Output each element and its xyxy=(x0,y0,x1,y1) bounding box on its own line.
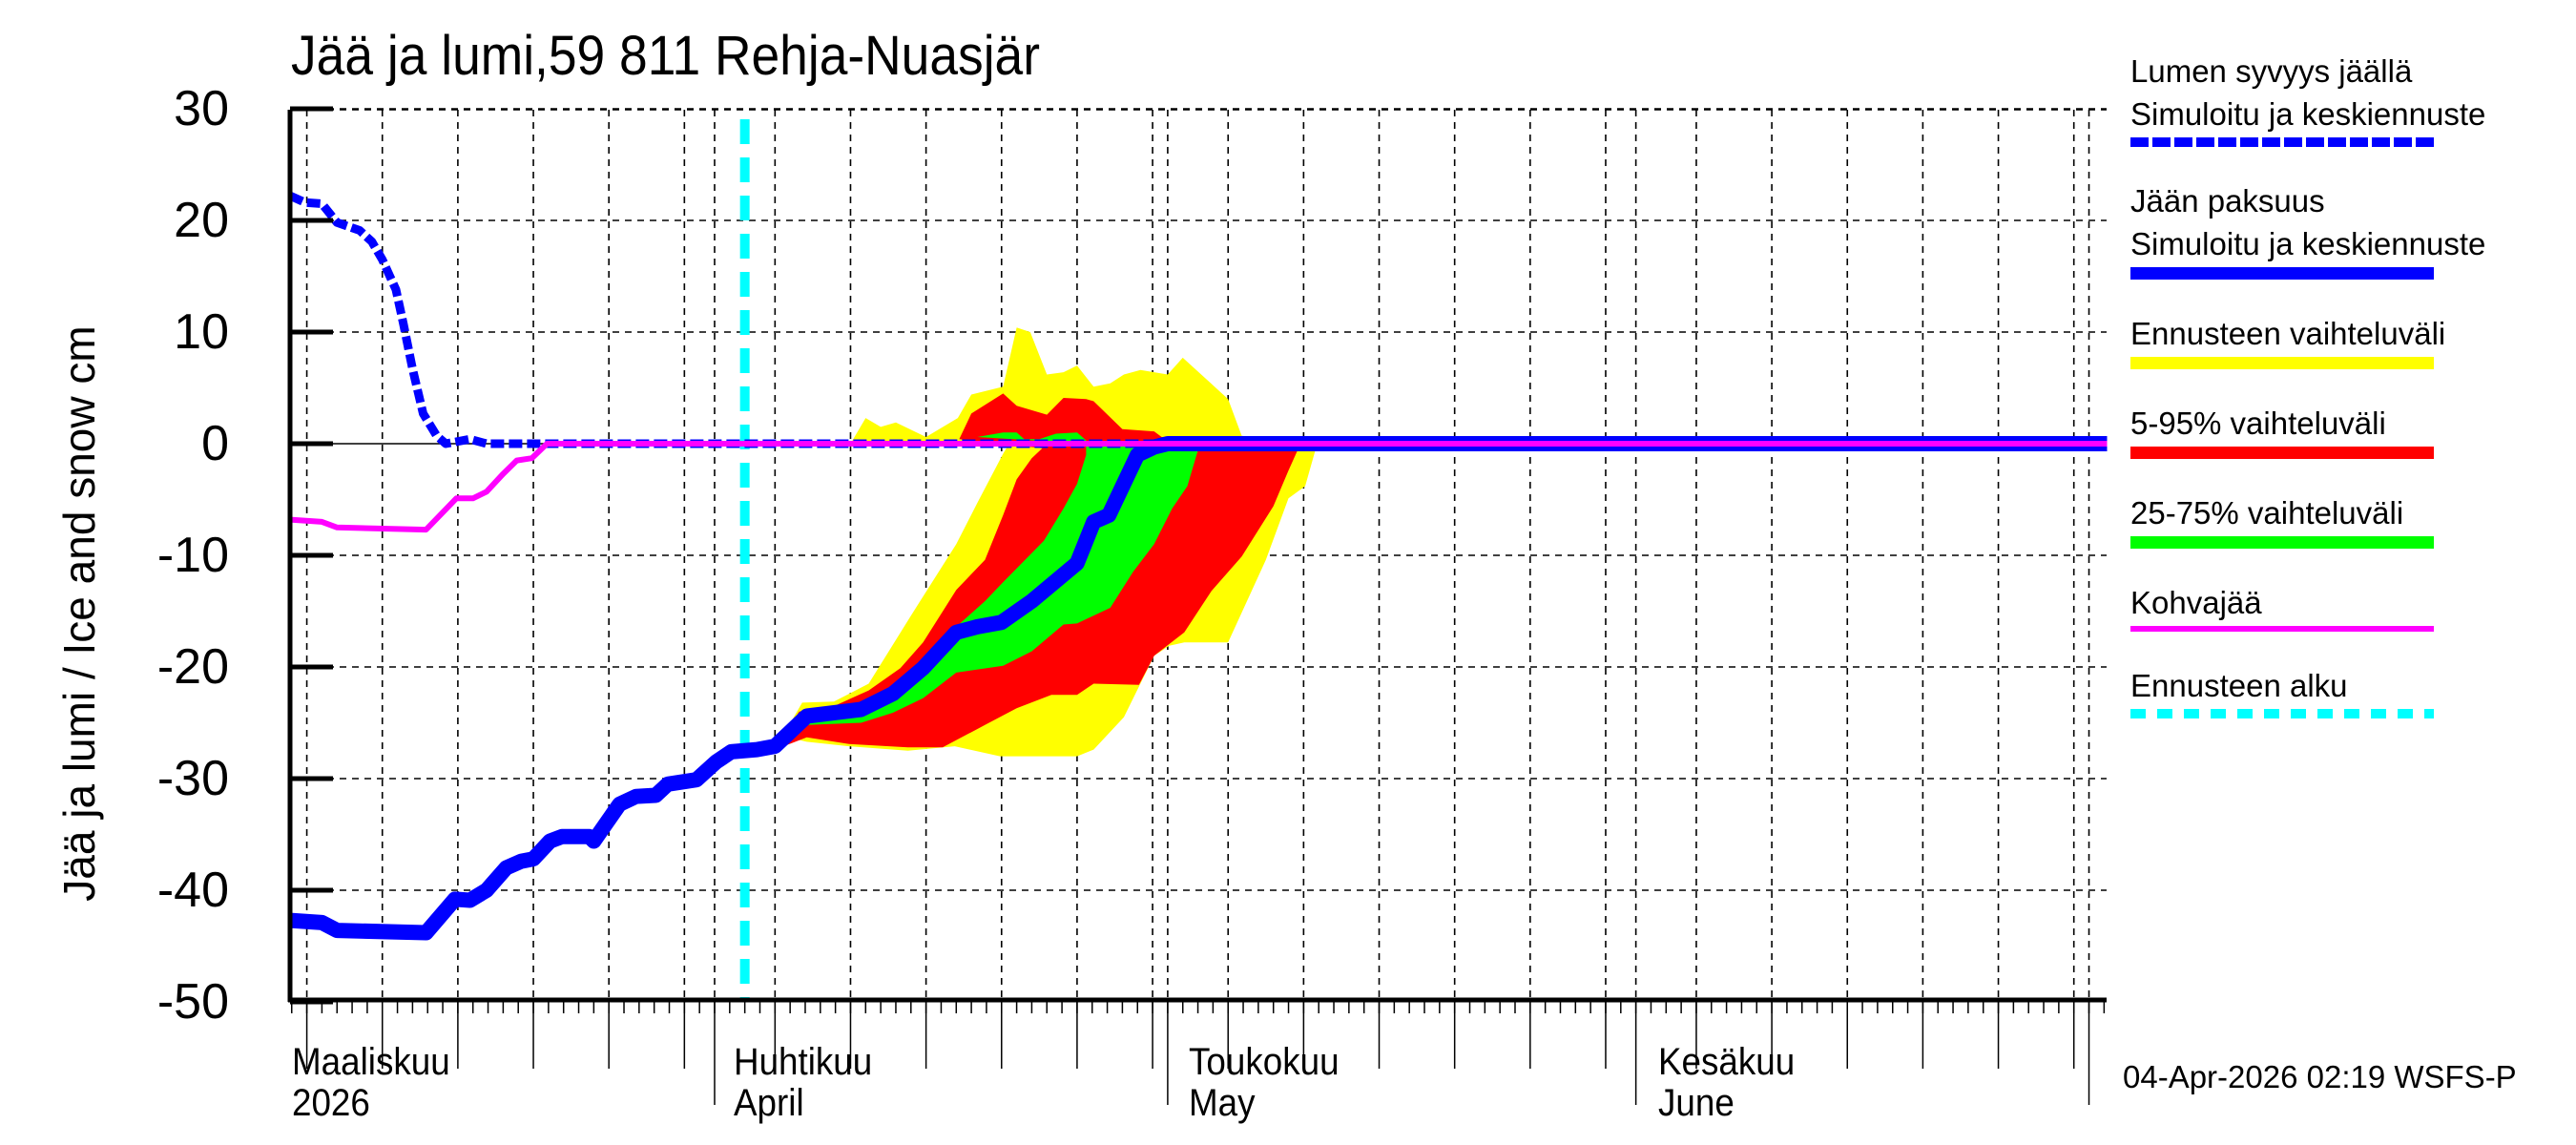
legend-item-ice-thickness: Jään paksuus Simuloitu ja keskiennuste xyxy=(2130,179,2569,280)
y-tick-label: -20 xyxy=(156,639,229,695)
y-tick-label: -40 xyxy=(156,863,229,918)
y-tick-label: 20 xyxy=(174,193,229,248)
month-name-en: May xyxy=(1189,1082,1256,1125)
y-tick-label: 30 xyxy=(174,81,229,136)
legend-item-25-75: 25-75% vaihteluväli xyxy=(2130,491,2569,549)
x-month-label-march: Maaliskuu 2026 xyxy=(292,1041,450,1125)
snow-depth-line xyxy=(288,192,2108,448)
legend-item-forecast-start: Ennusteen alku xyxy=(2130,664,2569,718)
y-axis-label: Jää ja lumi / Ice and snow cm xyxy=(54,325,104,902)
x-month-label-june: Kesäkuu June xyxy=(1658,1041,1796,1125)
legend-label: Jään paksuus xyxy=(2130,183,2325,219)
month-name-fi: Huhtikuu xyxy=(734,1041,873,1083)
legend-item-snow-depth: Lumen syvyys jäällä Simuloitu ja keskien… xyxy=(2130,50,2569,147)
dashed-cyan-line-icon xyxy=(2130,709,2434,718)
y-tick-label: -30 xyxy=(156,751,229,806)
y-tick-label: -50 xyxy=(156,974,229,1030)
solid-blue-line-icon xyxy=(2130,267,2434,280)
timestamp: 04-Apr-2026 02:19 WSFS-P xyxy=(2123,1059,2517,1094)
y-tick-label: 0 xyxy=(201,416,229,471)
yellow-band-icon xyxy=(2130,357,2434,369)
legend-label: Ennusteen vaihteluväli xyxy=(2130,316,2446,351)
legend-item-slush-ice: Kohvajää xyxy=(2130,581,2569,632)
legend-sublabel: Simuloitu ja keskiennuste xyxy=(2130,96,2486,132)
legend-sublabel: Simuloitu ja keskiennuste xyxy=(2130,226,2486,261)
green-band-icon xyxy=(2130,536,2434,549)
forecast-band xyxy=(806,432,1198,725)
legend-item-forecast-range: Ennusteen vaihteluväli xyxy=(2130,312,2569,369)
month-name-en: June xyxy=(1658,1082,1735,1125)
dashed-blue-line-icon xyxy=(2130,137,2434,147)
x-month-label-april: Huhtikuu April xyxy=(734,1041,873,1125)
chart-title: Jää ja lumi,59 811 Rehja-Nuasjär xyxy=(291,25,1041,87)
month-name-en: April xyxy=(734,1082,804,1125)
y-tick-label: 10 xyxy=(174,304,229,360)
magenta-line-icon xyxy=(2130,626,2434,632)
month-name-fi: Maaliskuu xyxy=(292,1041,450,1083)
slush-ice-line xyxy=(289,441,2108,533)
ice-thickness-line xyxy=(289,436,2108,941)
axes xyxy=(287,106,2107,1105)
legend-label: 25-75% vaihteluväli xyxy=(2130,495,2404,531)
forecast-bands xyxy=(775,327,1318,757)
red-band-icon xyxy=(2130,447,2434,459)
data-lines xyxy=(288,119,2108,1000)
legend-label: 5-95% vaihteluväli xyxy=(2130,406,2386,441)
month-name-fi: Toukokuu xyxy=(1189,1041,1340,1083)
legend-label: Ennusteen alku xyxy=(2130,668,2348,703)
legend-label: Kohvajää xyxy=(2130,585,2262,620)
legend: Lumen syvyys jäällä Simuloitu ja keskien… xyxy=(2130,50,2569,751)
x-month-label-may: Toukokuu May xyxy=(1189,1041,1340,1125)
y-tick-label: -10 xyxy=(156,528,229,583)
month-year: 2026 xyxy=(292,1082,370,1125)
month-name-fi: Kesäkuu xyxy=(1658,1041,1796,1083)
legend-label: Lumen syvyys jäällä xyxy=(2130,53,2413,89)
legend-item-5-95: 5-95% vaihteluväli xyxy=(2130,402,2569,459)
